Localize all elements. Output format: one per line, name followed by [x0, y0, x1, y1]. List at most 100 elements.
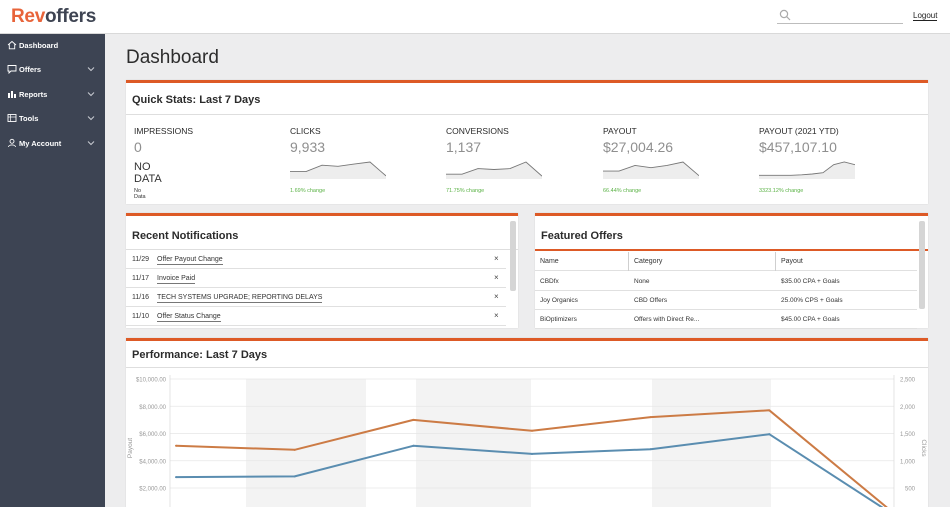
sidebar-item-dashboard[interactable]: Dashboard — [0, 34, 105, 58]
data-point[interactable] — [649, 448, 652, 451]
offer-category: None — [634, 278, 650, 285]
close-icon[interactable]: × — [494, 273, 499, 282]
table-header-row: Name Category Payout — [535, 252, 917, 271]
sidebar-item-offers[interactable]: Offers — [0, 58, 105, 82]
notification-link[interactable]: Offer Payout Change — [157, 256, 223, 265]
data-point[interactable] — [293, 475, 296, 478]
sidebar-item-my-account[interactable]: My Account — [0, 132, 105, 156]
chart-band — [652, 379, 771, 507]
stat-value: $27,004.26 — [603, 139, 674, 155]
data-point[interactable] — [531, 452, 533, 455]
offer-category: Offers with Direct Re... — [634, 316, 700, 323]
featured-offers-title: Featured Offers — [541, 230, 623, 242]
column-header-payout[interactable]: Payout — [781, 258, 803, 265]
chevron-down-icon[interactable] — [87, 91, 95, 97]
chevron-down-icon[interactable] — [87, 115, 95, 121]
performance-chart: $10,000.00 $8,000.00 $6,000.00 $4,000.00 $2,… — [127, 375, 927, 507]
sparkline-area — [446, 162, 542, 179]
stat-change: 66.44% change — [603, 188, 642, 194]
divider — [126, 249, 518, 250]
column-header-category[interactable]: Category — [634, 258, 663, 265]
sparkline-area — [759, 162, 855, 179]
logout-link[interactable]: Logout — [913, 11, 938, 21]
data-point[interactable] — [412, 418, 415, 421]
stat-label: CONVERSIONS — [446, 126, 509, 136]
sidebar-item-label: My Account — [19, 139, 62, 148]
performance-title: Performance: Last 7 Days — [132, 349, 268, 361]
sparkline-line — [603, 161, 699, 177]
offer-name[interactable]: CBDfx — [540, 278, 559, 285]
notifications-title: Recent Notifications — [132, 230, 239, 242]
notification-link[interactable]: Offer Status Change — [157, 313, 221, 322]
notification-date: 11/17 — [132, 275, 149, 282]
data-point[interactable] — [768, 433, 771, 436]
y-tick-label: $10,000.00 — [136, 378, 167, 384]
notification-row[interactable]: 11/16 TECH SYSTEMS UPGRADE; REPORTING DE… — [126, 288, 506, 307]
data-point[interactable] — [293, 448, 296, 451]
y-tick-label: $6,000.00 — [139, 432, 166, 438]
notification-date: 11/29 — [132, 256, 149, 263]
sidebar-item-label: Dashboard — [19, 41, 59, 50]
sparkline-clicks — [290, 161, 386, 179]
notifications-panel: Recent Notifications 11/29 Offer Payout … — [126, 213, 518, 328]
notification-link[interactable]: TECH SYSTEMS UPGRADE; REPORTING DELAYS — [157, 294, 323, 303]
quick-stats-panel: Quick Stats: Last 7 Days IMPRESSIONS 0 N… — [126, 80, 928, 204]
divider — [126, 367, 928, 368]
search-input[interactable] — [795, 8, 901, 23]
divider — [126, 114, 928, 115]
header-divider — [535, 249, 928, 251]
search-box[interactable] — [777, 8, 903, 24]
offer-category: CBD Offers — [634, 297, 668, 304]
stat-label: CLICKS — [290, 126, 321, 136]
table-row[interactable]: Joy Organics CBD Offers 25.00% CPS + Goa… — [535, 291, 917, 310]
scrollbar[interactable] — [919, 221, 925, 309]
y2-tick-label: 1,500 — [900, 432, 916, 438]
offer-payout: 25.00% CPS + Goals — [781, 297, 843, 304]
no-data-label: NO DATA — [134, 161, 162, 185]
data-point[interactable] — [649, 416, 652, 419]
close-icon[interactable]: × — [494, 292, 499, 301]
column-separator — [775, 252, 776, 271]
data-point[interactable] — [531, 429, 533, 432]
offer-name[interactable]: BiOptimizers — [540, 316, 577, 323]
close-icon[interactable]: × — [494, 311, 499, 320]
stat-change: 3323.12% change — [759, 188, 804, 194]
data-point[interactable] — [175, 476, 177, 479]
stat-change: 1.69% change — [290, 188, 326, 194]
featured-offers-panel: Featured Offers Name Category Payout CBD… — [535, 213, 928, 329]
chevron-down-icon[interactable] — [87, 140, 95, 146]
offer-payout: $45.00 CPA + Goals — [781, 316, 840, 323]
stat-label: IMPRESSIONS — [134, 126, 194, 136]
sparkline-payout-ytd — [759, 161, 855, 179]
sidebar-item-reports[interactable]: Reports — [0, 83, 105, 107]
sparkline-line — [290, 161, 386, 177]
y-tick-label: $4,000.00 — [139, 459, 166, 465]
logo-part-rev: Rev — [11, 6, 45, 27]
chevron-down-icon[interactable] — [87, 66, 95, 72]
notification-row[interactable]: 11/29 Offer Payout Change × — [126, 250, 506, 269]
column-header-name[interactable]: Name — [540, 258, 559, 265]
brand-logo[interactable]: Revoffers — [11, 6, 96, 28]
close-icon[interactable]: × — [494, 254, 499, 263]
notification-row[interactable]: 11/17 Invoice Paid × — [126, 269, 506, 288]
data-point[interactable] — [412, 444, 415, 447]
chart-band — [246, 379, 366, 507]
y2-axis-label: Clicks — [920, 439, 927, 457]
y2-tick-label: 500 — [905, 487, 916, 493]
offer-name[interactable]: Joy Organics — [540, 297, 578, 304]
notification-link[interactable]: Invoice Paid — [157, 275, 196, 284]
sparkline-line — [759, 161, 855, 176]
sidebar-item-tools[interactable]: Tools — [0, 107, 105, 131]
column-separator — [628, 252, 629, 271]
chat-icon — [7, 65, 17, 74]
data-point[interactable] — [175, 444, 177, 447]
y-tick-label: $2,000.00 — [139, 487, 166, 493]
sparkline-area — [290, 162, 386, 179]
scrollbar[interactable] — [510, 221, 516, 291]
quick-stats-title: Quick Stats: Last 7 Days — [132, 94, 261, 106]
notification-row[interactable]: 11/10 Offer Status Change × — [126, 307, 506, 326]
table-row[interactable]: BiOptimizers Offers with Direct Re... $4… — [535, 310, 917, 329]
data-point[interactable] — [768, 409, 771, 412]
table-row[interactable]: CBDfx None $35.00 CPA + Goals — [535, 272, 917, 291]
sidebar: Dashboard Offers Reports Tools My Accoun… — [0, 34, 105, 507]
